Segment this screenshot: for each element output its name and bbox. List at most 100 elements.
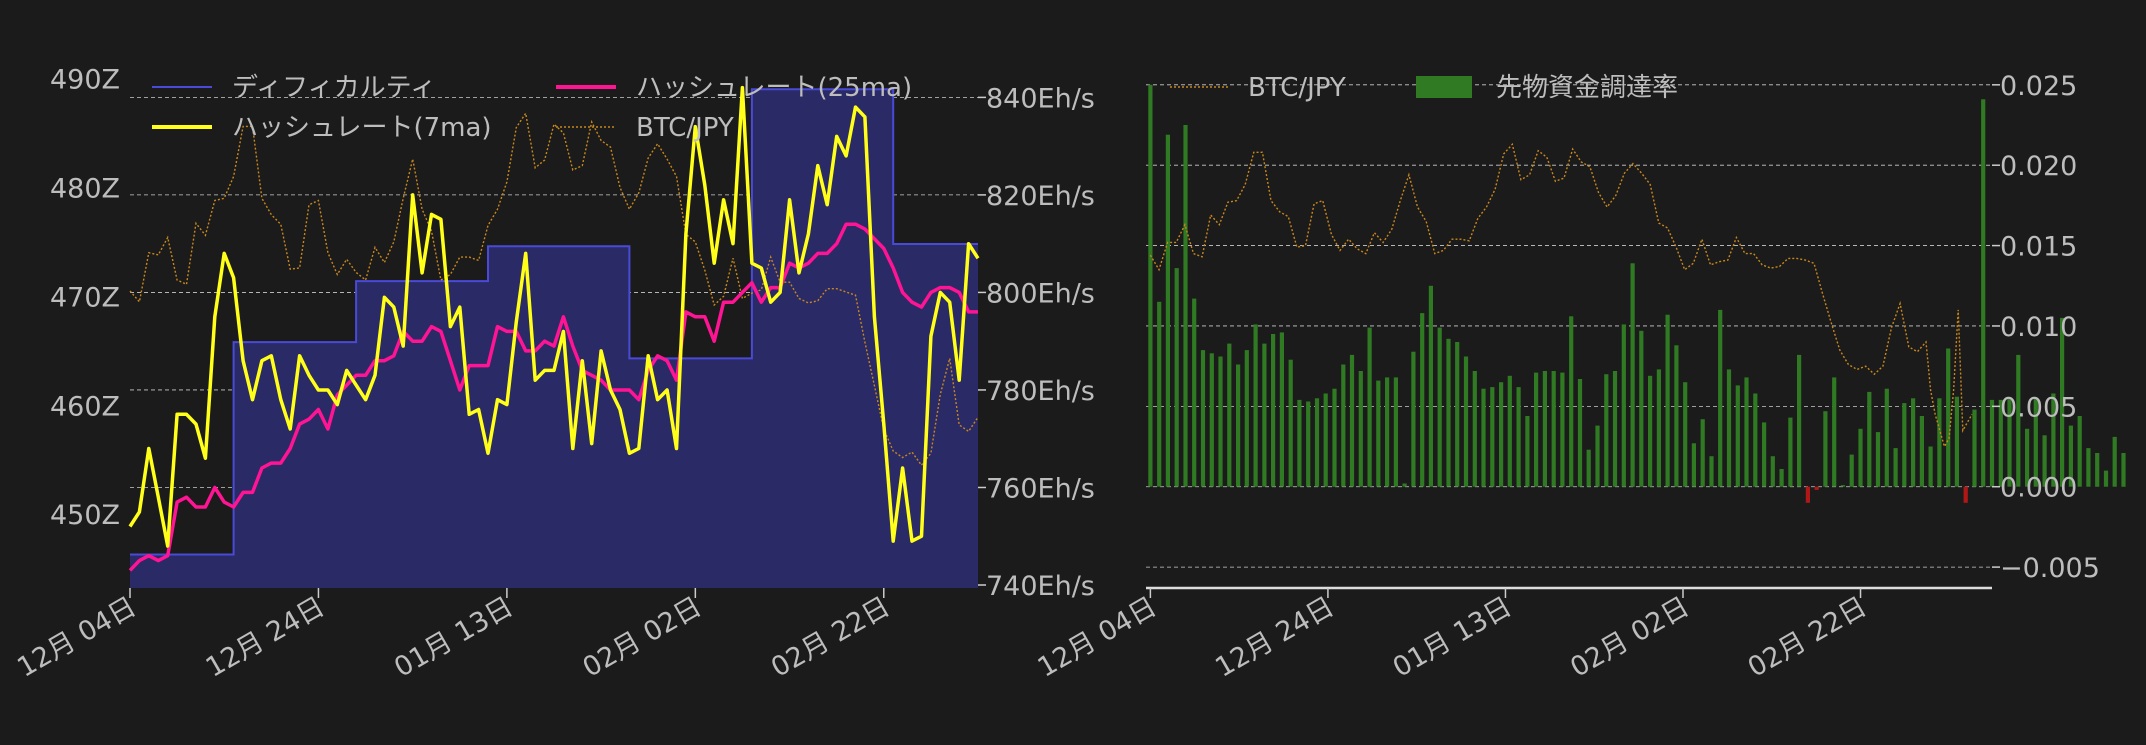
funding-bar (1919, 416, 1924, 487)
funding-y-axis: −0.005 0.000 0.005 0.010 0.015 0.020 0.025 (1992, 71, 2100, 584)
funding-y-tick-label: 0.025 (2000, 71, 2077, 102)
funding-bar (2042, 435, 2047, 487)
right-gridlines (1146, 84, 1992, 568)
right-legend: BTC/JPY 先物資金調達率 (1170, 73, 1678, 103)
funding-bar (1946, 348, 1951, 487)
funding-bar (1402, 483, 1407, 487)
right-y-tick-label: 800Eh/s (986, 278, 1095, 309)
funding-bar (1349, 354, 1355, 487)
funding-bar (1534, 372, 1539, 487)
funding-bar (1262, 343, 1267, 487)
legend-label-difficulty: ディフィカルティ (232, 73, 436, 103)
funding-bar (1797, 354, 1802, 487)
legend-label-funding-rate: 先物資金調達率 (1496, 73, 1678, 103)
funding-bar (1867, 391, 1872, 487)
funding-bar (1902, 403, 1907, 487)
difficulty-area (130, 89, 978, 589)
funding-bar (1288, 359, 1293, 487)
funding-bar (1911, 398, 1916, 487)
funding-bar (1989, 399, 1995, 487)
btc-jpy-line-left (129, 111, 979, 467)
funding-bar (1183, 125, 1188, 487)
funding-bar (1726, 369, 1732, 487)
funding-bar (2016, 354, 2021, 487)
funding-bar (2068, 425, 2073, 487)
left-y-tick-label: 460Z (50, 391, 120, 422)
funding-bar (2007, 398, 2012, 487)
funding-bar (1700, 419, 1705, 487)
funding-bar (1236, 364, 1241, 487)
funding-bar (1279, 332, 1284, 487)
funding-bar (1893, 448, 1898, 487)
funding-bar (1209, 353, 1214, 487)
funding-bar (2060, 317, 2065, 487)
funding-bar (1691, 443, 1696, 487)
funding-bar (1709, 456, 1714, 487)
funding-bar (1639, 330, 1644, 487)
left-legend: ディフィカルティ ハッシュレート(25ma) ハッシュレート(7ma) BTC/… (152, 73, 912, 143)
right-y-axis: 740Eh/s 760Eh/s 780Eh/s 800Eh/s 820Eh/s 840Eh… (978, 83, 1095, 602)
funding-bar (1832, 377, 1837, 487)
funding-bar (1507, 375, 1512, 487)
hashrate-7ma-line (128, 85, 980, 548)
difficulty-line (130, 88, 978, 556)
funding-bar (1428, 285, 1433, 487)
funding-bar (1814, 486, 1819, 490)
btc-jpy-line-right (1149, 142, 1973, 449)
legend-label-btc-jpy-right: BTC/JPY (1248, 73, 1346, 103)
funding-bar (2033, 398, 2038, 487)
funding-bar (1770, 456, 1775, 487)
funding-bar (1621, 324, 1626, 487)
funding-bar (1858, 428, 1863, 487)
funding-bar (1595, 425, 1600, 487)
funding-bar (2121, 453, 2126, 487)
funding-bar (1569, 316, 1574, 487)
funding-bar (1604, 374, 1609, 487)
left-y-tick-label: 470Z (50, 282, 120, 313)
legend-swatch-funding-rate (1416, 76, 1472, 98)
left-y-tick-label: 490Z (50, 64, 120, 95)
funding-bar (1306, 401, 1311, 487)
funding-bar (1656, 369, 1661, 487)
right-y-tick-label: 740Eh/s (986, 571, 1095, 602)
funding-rate-bars (1148, 84, 2126, 503)
funding-bar (1586, 449, 1591, 487)
funding-bar (1463, 356, 1469, 487)
funding-bar (1744, 377, 1749, 487)
right-y-tick-label: 780Eh/s (986, 376, 1095, 407)
funding-bar (1148, 84, 1153, 487)
funding-bar (1963, 486, 1968, 503)
funding-y-tick-label: 0.000 (2000, 473, 2077, 504)
funding-y-tick-label: 0.015 (2000, 232, 2077, 263)
funding-bar (1674, 345, 1679, 487)
funding-bar (1630, 263, 1635, 487)
funding-y-tick-label: 0.020 (2000, 151, 2077, 182)
funding-bar (1376, 380, 1381, 487)
funding-bar (1551, 371, 1556, 487)
funding-bar (1762, 422, 1767, 487)
funding-bar (1393, 377, 1398, 487)
funding-bar (1753, 393, 1758, 487)
funding-bar (1612, 371, 1618, 487)
funding-bar (1227, 343, 1232, 487)
funding-bar (1192, 298, 1197, 487)
funding-bar (1271, 334, 1276, 487)
funding-bar (1200, 350, 1206, 487)
funding-bar (1972, 409, 1977, 487)
funding-bar (1437, 327, 1442, 487)
funding-bar (1157, 301, 1162, 487)
funding-bar (1840, 485, 1846, 487)
funding-bar (1648, 375, 1653, 487)
funding-bar (1332, 388, 1337, 487)
funding-bar (2025, 428, 2030, 487)
funding-bar (1998, 399, 2003, 487)
funding-bar (1165, 134, 1170, 487)
right-y-tick-label: 840Eh/s (986, 83, 1095, 114)
funding-bar (1542, 371, 1547, 487)
funding-bar (1884, 388, 1889, 487)
funding-bar (1385, 377, 1390, 487)
funding-bar (2112, 436, 2117, 487)
funding-bar (1560, 372, 1565, 487)
